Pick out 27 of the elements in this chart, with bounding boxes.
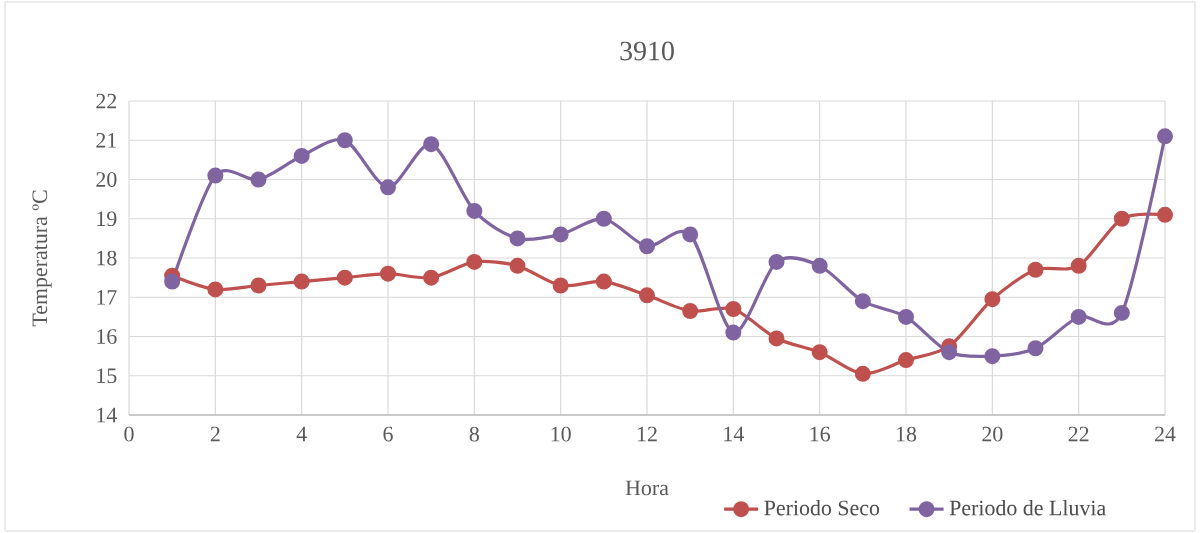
x-tick-label: 2 xyxy=(210,426,220,442)
y-tick-label: 18 xyxy=(97,250,117,266)
x-tick-label: 6 xyxy=(383,426,393,442)
y-tick-label: 22 xyxy=(96,93,117,109)
x-tick-label: 14 xyxy=(724,426,744,442)
chart-title: 3910 xyxy=(620,41,674,61)
y-tick-label: 16 xyxy=(97,329,117,344)
y-tick-label: 15 xyxy=(97,368,117,384)
x-tick-label: 20 xyxy=(982,426,1003,442)
legend-label: Periodo de Lluvia xyxy=(949,499,1106,516)
x-tick-label: 18 xyxy=(896,426,917,442)
legend-label: Periodo Seco xyxy=(764,499,880,516)
x-axis-title: Hora xyxy=(625,480,669,496)
x-tick-label: 16 xyxy=(810,426,830,442)
x-tick-label: 24 xyxy=(1155,426,1176,442)
y-tick-label: 21 xyxy=(96,133,116,148)
y-tick-label: 14 xyxy=(97,407,117,423)
y-tick-label: 19 xyxy=(97,211,117,227)
x-tick-label: 8 xyxy=(469,426,479,442)
y-tick-label: 17 xyxy=(97,290,117,305)
y-axis-title: Temperatura ºC xyxy=(32,190,52,327)
y-tick-label: 20 xyxy=(96,172,117,187)
x-tick-label: 0 xyxy=(124,426,134,442)
x-tick-label: 12 xyxy=(637,426,657,442)
x-tick-label: 22 xyxy=(1068,426,1089,442)
x-tick-label: 10 xyxy=(551,426,571,442)
x-tick-label: 4 xyxy=(296,426,307,442)
